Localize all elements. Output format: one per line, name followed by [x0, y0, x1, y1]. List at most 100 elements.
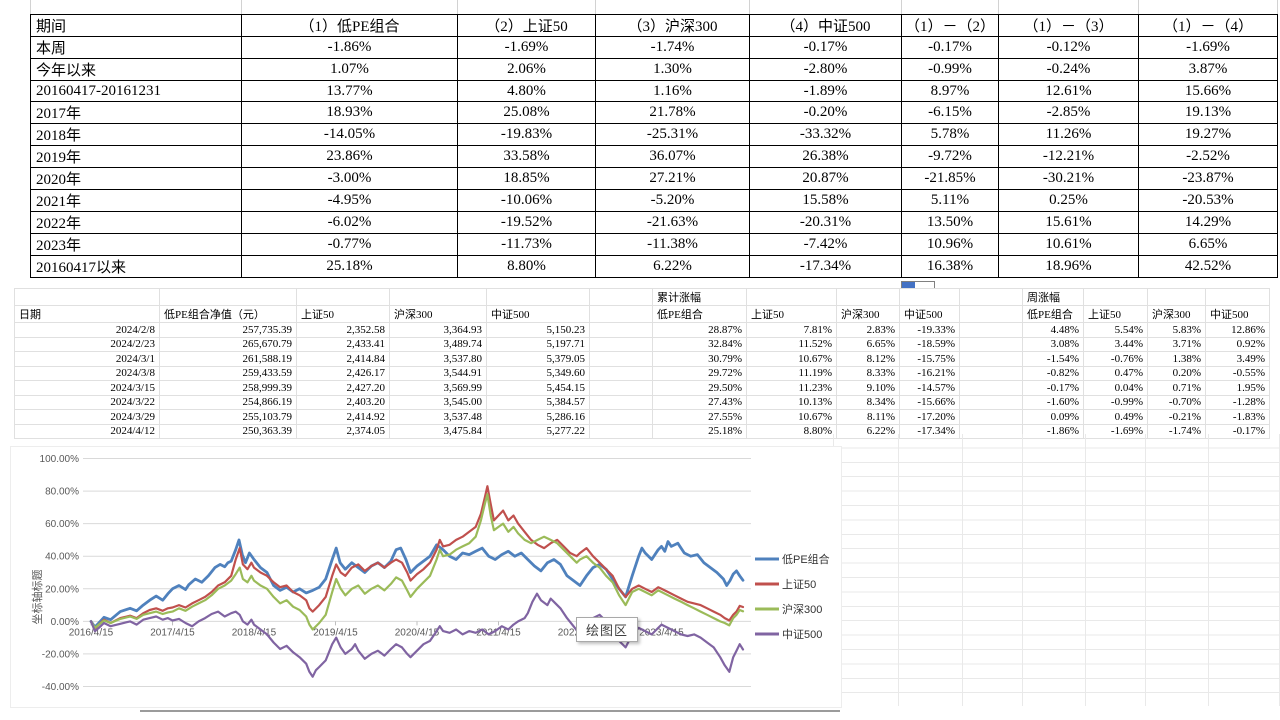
- data-cell[interactable]: 3.49%: [1205, 351, 1270, 367]
- data-cell[interactable]: 8.11%: [836, 409, 900, 425]
- data-cell[interactable]: 26.38%: [749, 145, 902, 168]
- data-cell[interactable]: 8.80%: [746, 423, 837, 439]
- data-cell[interactable]: -20.53%: [1138, 189, 1278, 212]
- data-cell[interactable]: 今年以来: [30, 58, 242, 81]
- data-cell[interactable]: -21.85%: [901, 167, 999, 190]
- data-cell[interactable]: 2,414.84: [296, 351, 390, 367]
- data-cell[interactable]: 2.83%: [836, 322, 900, 338]
- data-cell[interactable]: 5,277.22: [486, 423, 590, 439]
- header-cell[interactable]: （1）－（3）: [998, 14, 1139, 37]
- data-cell[interactable]: -0.17%: [1022, 380, 1084, 396]
- data-cell[interactable]: -2.80%: [749, 58, 902, 81]
- data-cell[interactable]: 5,379.05: [486, 351, 590, 367]
- data-cell[interactable]: 5,349.60: [486, 365, 590, 381]
- data-cell[interactable]: -20.31%: [749, 211, 902, 234]
- data-cell[interactable]: 4.48%: [1022, 322, 1084, 338]
- data-cell[interactable]: [959, 351, 1023, 367]
- data-cell[interactable]: 30.79%: [652, 351, 747, 367]
- data-cell[interactable]: [589, 394, 653, 410]
- data-cell[interactable]: 2020年: [30, 167, 242, 190]
- data-cell[interactable]: -2.52%: [1138, 145, 1278, 168]
- data-cell[interactable]: 13.50%: [901, 211, 999, 234]
- data-cell[interactable]: -11.73%: [457, 233, 596, 256]
- data-cell[interactable]: 3,569.99: [389, 380, 487, 396]
- data-cell[interactable]: 2018年: [30, 123, 242, 146]
- data-cell[interactable]: 3,537.48: [389, 409, 487, 425]
- data-cell[interactable]: -14.05%: [241, 123, 458, 146]
- data-cell[interactable]: 28.87%: [652, 322, 747, 338]
- data-cell[interactable]: 0.49%: [1083, 409, 1148, 425]
- data-cell[interactable]: 1.16%: [595, 80, 750, 102]
- data-cell[interactable]: 10.96%: [901, 233, 999, 256]
- header-cell[interactable]: （1）－（2）: [901, 14, 999, 37]
- data-cell[interactable]: 5,286.16: [486, 409, 590, 425]
- data-cell[interactable]: 14.29%: [1138, 211, 1278, 234]
- group-header-cell[interactable]: [899, 288, 960, 306]
- data-cell[interactable]: 261,588.19: [159, 351, 297, 367]
- header-cell[interactable]: （2）上证50: [457, 14, 596, 37]
- data-cell[interactable]: 4.80%: [457, 80, 596, 102]
- data-cell[interactable]: -19.52%: [457, 211, 596, 234]
- data-cell[interactable]: 19.27%: [1138, 123, 1278, 146]
- data-cell[interactable]: 2024/3/15: [14, 380, 160, 396]
- data-cell[interactable]: -0.24%: [998, 58, 1139, 81]
- data-cell[interactable]: -0.77%: [241, 233, 458, 256]
- data-cell[interactable]: [589, 351, 653, 367]
- data-cell[interactable]: -11.38%: [595, 233, 750, 256]
- data-cell[interactable]: -12.21%: [998, 145, 1139, 168]
- data-cell[interactable]: 9.10%: [836, 380, 900, 396]
- data-cell[interactable]: 15.58%: [749, 189, 902, 212]
- data-cell[interactable]: 13.77%: [241, 80, 458, 102]
- data-cell[interactable]: -6.15%: [901, 101, 999, 124]
- data-cell[interactable]: -0.20%: [749, 101, 902, 124]
- data-cell[interactable]: 2,414.92: [296, 409, 390, 425]
- data-cell[interactable]: 11.23%: [746, 380, 837, 396]
- data-cell[interactable]: -2.85%: [998, 101, 1139, 124]
- data-cell[interactable]: [959, 409, 1023, 425]
- data-cell[interactable]: 33.58%: [457, 145, 596, 168]
- data-cell[interactable]: 259,433.59: [159, 365, 297, 381]
- data-cell[interactable]: -1.83%: [1205, 409, 1270, 425]
- data-cell[interactable]: 2019年: [30, 145, 242, 168]
- data-cell[interactable]: 12.61%: [998, 80, 1139, 102]
- data-cell[interactable]: 27.21%: [595, 167, 750, 190]
- data-cell[interactable]: 3.87%: [1138, 58, 1278, 81]
- data-cell[interactable]: 2.06%: [457, 58, 596, 81]
- data-cell[interactable]: -16.21%: [899, 365, 960, 381]
- data-cell[interactable]: 255,103.79: [159, 409, 297, 425]
- data-cell[interactable]: -14.57%: [899, 380, 960, 396]
- data-cell[interactable]: 18.96%: [998, 255, 1139, 278]
- header-cell[interactable]: 中证500: [486, 305, 590, 323]
- data-cell[interactable]: -7.42%: [749, 233, 902, 256]
- data-cell[interactable]: 3,475.84: [389, 423, 487, 439]
- data-cell[interactable]: 29.50%: [652, 380, 747, 396]
- group-header-cell[interactable]: 周涨幅: [1022, 288, 1084, 306]
- data-cell[interactable]: -0.17%: [901, 36, 999, 59]
- data-cell[interactable]: 257,735.39: [159, 322, 297, 338]
- group-header-cell[interactable]: [836, 288, 900, 306]
- data-cell[interactable]: 21.78%: [595, 101, 750, 124]
- data-cell[interactable]: 2024/3/22: [14, 394, 160, 410]
- data-cell[interactable]: -23.87%: [1138, 167, 1278, 190]
- data-cell[interactable]: -1.28%: [1205, 394, 1270, 410]
- data-cell[interactable]: [959, 322, 1023, 338]
- header-cell[interactable]: 上证50: [1083, 305, 1148, 323]
- group-header-cell[interactable]: [1147, 288, 1206, 306]
- data-cell[interactable]: 5,384.57: [486, 394, 590, 410]
- header-cell[interactable]: 低PE组合: [1022, 305, 1084, 323]
- header-cell[interactable]: （4）中证500: [749, 14, 902, 37]
- data-cell[interactable]: 3,489.74: [389, 336, 487, 352]
- data-cell[interactable]: -0.70%: [1147, 394, 1206, 410]
- data-cell[interactable]: 10.67%: [746, 409, 837, 425]
- data-cell[interactable]: 2023年: [30, 233, 242, 256]
- data-cell[interactable]: 12.86%: [1205, 322, 1270, 338]
- header-cell[interactable]: （3）沪深300: [595, 14, 750, 37]
- data-cell[interactable]: 250,363.39: [159, 423, 297, 439]
- data-cell[interactable]: 2024/3/1: [14, 351, 160, 367]
- data-cell[interactable]: 8.33%: [836, 365, 900, 381]
- data-cell[interactable]: 0.09%: [1022, 409, 1084, 425]
- header-cell[interactable]: 上证50: [296, 305, 390, 323]
- data-cell[interactable]: 2017年: [30, 101, 242, 124]
- data-cell[interactable]: 10.13%: [746, 394, 837, 410]
- data-cell[interactable]: 254,866.19: [159, 394, 297, 410]
